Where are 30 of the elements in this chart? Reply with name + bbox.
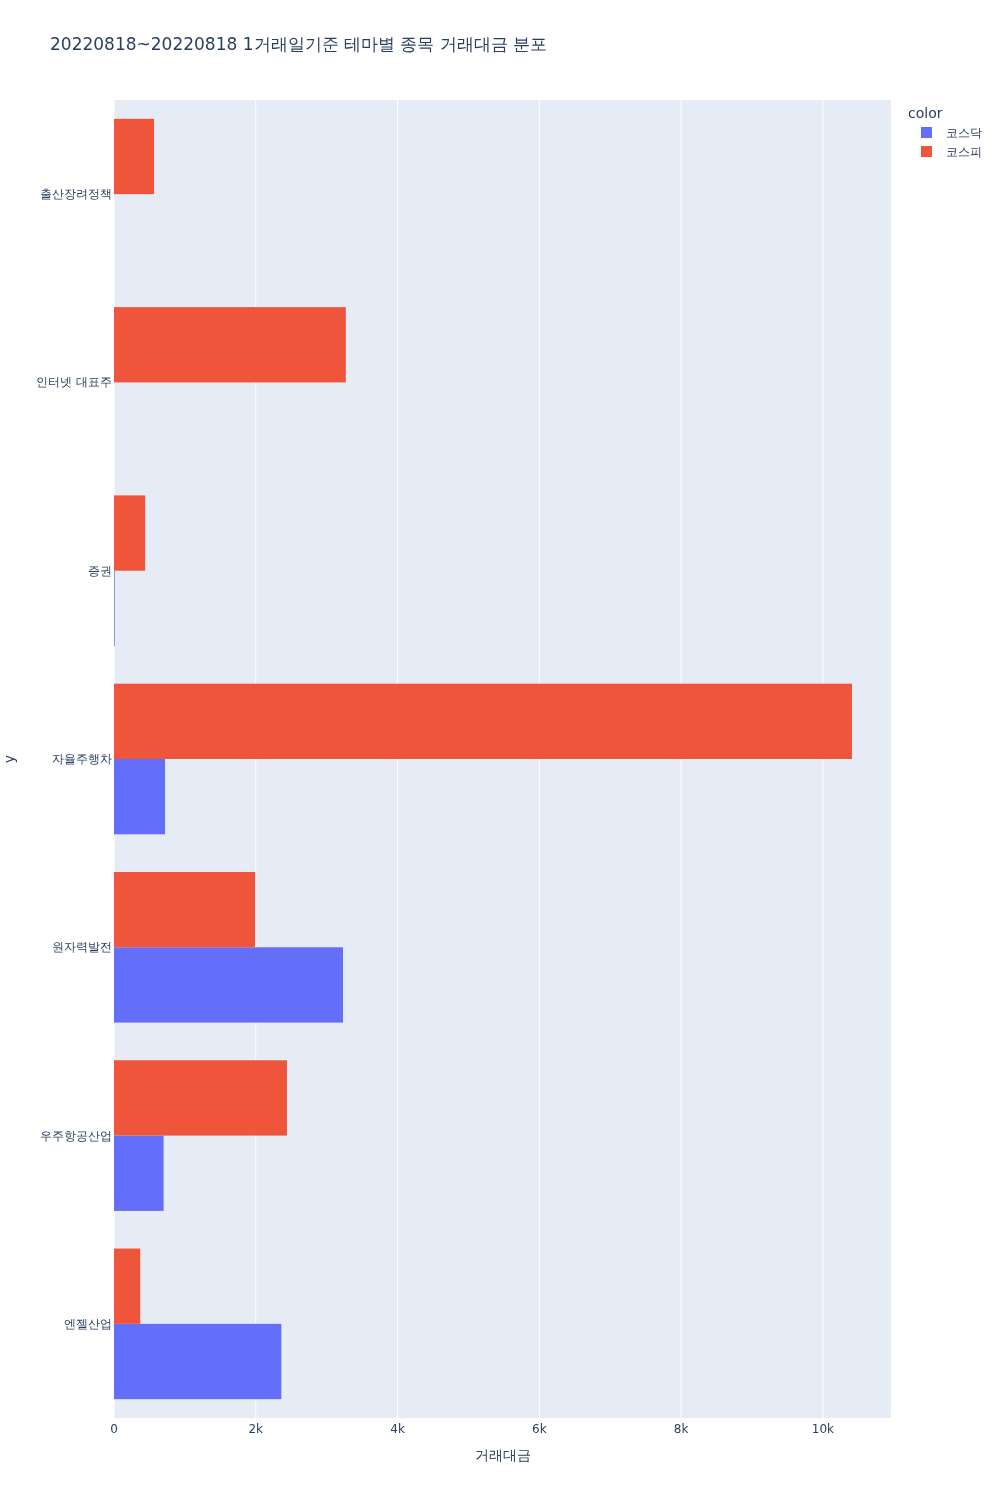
y-tick-label: 우주항공산업: [40, 1128, 112, 1143]
x-axis-title: 거래대금: [474, 1447, 531, 1463]
legend-title: color: [908, 105, 943, 121]
x-tick-label: 6k: [532, 1422, 547, 1436]
bar: [114, 1248, 141, 1324]
bar: [114, 307, 346, 383]
y-tick-label: 인터넷 대표주: [36, 375, 112, 390]
x-tick-label: 2k: [248, 1422, 264, 1436]
y-tick-label: 엔젤산업: [64, 1316, 112, 1331]
x-tick-label: 8k: [673, 1422, 689, 1436]
bar: [114, 1060, 287, 1136]
bar: [114, 683, 853, 759]
y-axis-title: y: [1, 754, 17, 764]
chart-title: 20220818~20220818 1거래일기준 테마별 종목 거래대금 분포: [50, 34, 548, 54]
bar: [114, 495, 146, 571]
bar: [114, 1323, 282, 1400]
y-tick-label: 증권: [88, 563, 112, 578]
bar: [114, 947, 343, 1023]
legend-label: 코스닥: [946, 126, 982, 140]
x-tick-label: 10k: [811, 1422, 835, 1436]
bar: [114, 1135, 164, 1211]
bar: [114, 759, 166, 835]
y-tick-label: 자율주행차: [52, 752, 112, 766]
y-tick-label: 원자력발전: [52, 940, 112, 955]
bar: [114, 118, 155, 195]
x-tick-label: 4k: [390, 1422, 405, 1436]
y-tick-label: 출산장려정책: [40, 187, 112, 202]
x-tick-label: 0: [110, 1422, 118, 1436]
bar: [114, 871, 256, 948]
legend-label: 코스피: [946, 145, 982, 159]
